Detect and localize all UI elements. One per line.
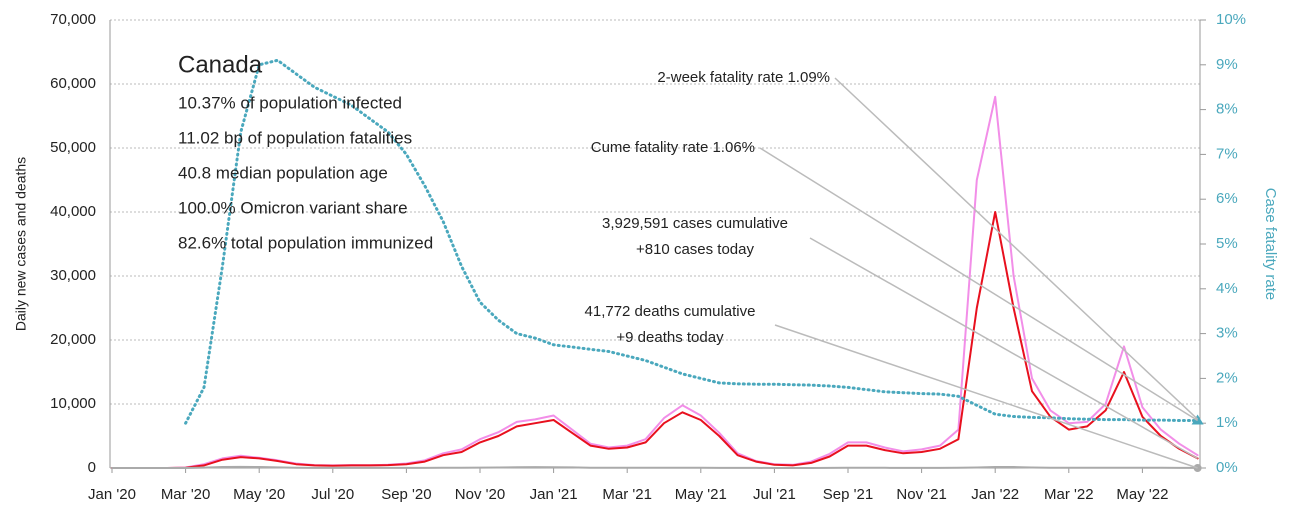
y-axis-label: Daily new cases and deaths	[13, 157, 29, 331]
y2-tick-label: 6%	[1216, 190, 1238, 207]
info-line: 100.0% Omicron variant share	[178, 198, 408, 217]
series-line	[111, 211, 1199, 469]
x-tick-label: Mar '22	[1044, 486, 1094, 503]
y-tick-label: 30,000	[50, 267, 96, 284]
x-tick-label: May '20	[233, 486, 285, 503]
y2-tick-label: 2%	[1216, 369, 1238, 386]
annotation: 41,772 deaths cumulative	[585, 303, 756, 320]
y2-tick-label: 0%	[1216, 459, 1238, 476]
x-tick-label: Jan '22	[971, 486, 1019, 503]
x-tick-label: Jan '20	[88, 486, 136, 503]
y-tick-label: 60,000	[50, 75, 96, 92]
annotation: 3,929,591 cases cumulative	[602, 215, 788, 232]
leader-line	[774, 324, 1198, 469]
y2-tick-label: 8%	[1216, 101, 1238, 118]
y-tick-label: 70,000	[50, 11, 96, 28]
y2-axis-label: Case fatality rate	[1262, 188, 1279, 301]
x-tick-label: Mar '21	[602, 486, 652, 503]
x-tick-label: May '21	[675, 486, 727, 503]
x-tick-label: Nov '20	[455, 486, 505, 503]
y-tick-label: 40,000	[50, 203, 96, 220]
end-marker	[1191, 414, 1204, 425]
y2-tick-label: 9%	[1216, 56, 1238, 73]
y2-tick-label: 3%	[1216, 325, 1238, 342]
info-line: 11.02 bp of population fatalities	[178, 128, 412, 147]
y2-tick-label: 4%	[1216, 280, 1238, 297]
leader-line	[759, 147, 1198, 422]
y-tick-label: 50,000	[50, 139, 96, 156]
x-tick-label: Sep '20	[381, 486, 431, 503]
x-tick-label: Mar '20	[161, 486, 211, 503]
y-tick-label: 0	[88, 459, 96, 476]
x-tick-label: Jul '20	[311, 486, 354, 503]
x-tick-label: Jul '21	[753, 486, 796, 503]
info-line: 10.37% of population infected	[178, 93, 402, 112]
x-tick-label: Jan '21	[530, 486, 578, 503]
series-line	[111, 465, 1199, 469]
y-tick-label: 10,000	[50, 395, 96, 412]
annotation: Cume fatality rate 1.06%	[591, 139, 755, 156]
info-title: Canada	[178, 51, 263, 78]
series-line	[184, 58, 1200, 425]
y2-tick-label: 5%	[1216, 235, 1238, 252]
leader-line	[834, 77, 1199, 420]
annotation: +810 cases today	[636, 241, 755, 258]
info-line: 82.6% total population immunized	[178, 233, 433, 252]
annotation: 2-week fatality rate 1.09%	[657, 69, 830, 86]
annotation: +9 deaths today	[616, 329, 724, 346]
info-line: 40.8 median population age	[178, 163, 388, 182]
x-tick-label: May '22	[1116, 486, 1168, 503]
leader-line	[809, 237, 1198, 460]
y2-tick-label: 1%	[1216, 414, 1238, 431]
y2-tick-label: 7%	[1216, 145, 1238, 162]
x-tick-label: Sep '21	[823, 486, 873, 503]
x-tick-label: Nov '21	[896, 486, 946, 503]
y-tick-label: 20,000	[50, 331, 96, 348]
y2-tick-label: 10%	[1216, 11, 1246, 28]
